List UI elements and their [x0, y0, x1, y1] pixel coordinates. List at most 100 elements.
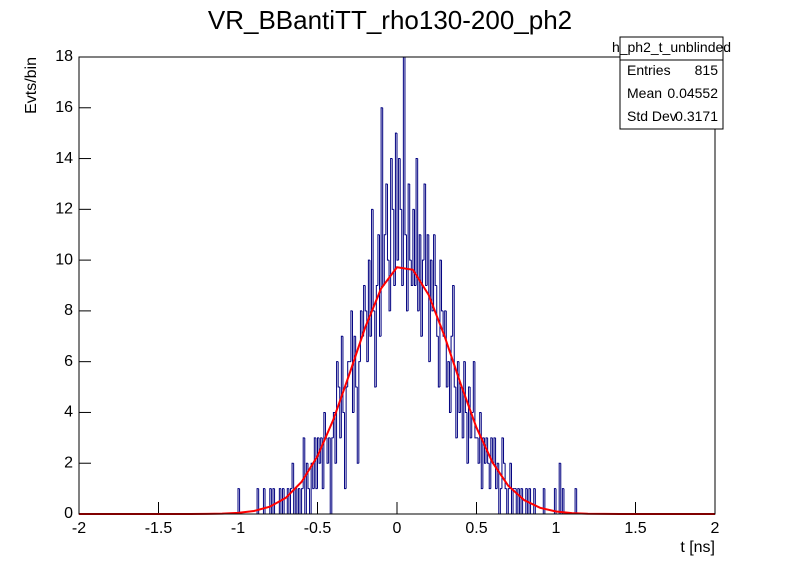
histogram-bin [496, 462, 499, 489]
histogram-bin [452, 285, 455, 337]
histogram-bin [356, 387, 359, 464]
histogram-bin [404, 57, 407, 236]
x-tick-label: 1.5 [624, 520, 646, 537]
histogram-bin [340, 335, 343, 438]
histogram-bin [326, 437, 329, 464]
histogram-bin [437, 336, 440, 388]
histogram-bin [512, 488, 515, 514]
histogram-bin [428, 234, 431, 363]
histogram-bin [447, 361, 450, 388]
histogram-bin [423, 183, 426, 261]
histogram-bin [342, 336, 345, 413]
histogram-bin [353, 335, 356, 413]
histogram-bin [364, 285, 367, 312]
histogram-bin [291, 462, 294, 489]
y-tick-label: 16 [55, 99, 73, 116]
histogram-bin [485, 437, 488, 464]
histogram-bin [558, 462, 561, 514]
histogram-bin [318, 437, 321, 464]
histogram-bin [385, 183, 388, 235]
stats-key: Entries [627, 62, 671, 78]
y-tick-label: 2 [64, 454, 73, 471]
histogram-bin [456, 361, 460, 438]
histogram-bin [371, 208, 374, 337]
histogram-bin [415, 158, 418, 286]
x-tick-label: 2 [711, 520, 720, 537]
histogram-bin [359, 310, 363, 362]
x-tick-label: -1.5 [145, 520, 173, 537]
histogram-bin [448, 361, 452, 413]
histogram-bin [503, 437, 506, 464]
histogram-bin [396, 133, 399, 261]
histogram-bin [269, 488, 272, 514]
histogram-bin [461, 387, 464, 439]
histogram-bin [501, 437, 504, 489]
histogram-bin [391, 158, 394, 210]
histogram-bin [305, 462, 308, 514]
histogram-bin [574, 488, 577, 514]
histogram-bin [337, 361, 340, 388]
x-tick-label: -1 [231, 520, 245, 537]
stats-box: h_ph2_t_unblinded Entries 815 Mean 0.04552 St… [612, 36, 731, 130]
histogram-bin [383, 234, 386, 286]
histogram-bin [493, 437, 496, 464]
histogram-bin [474, 361, 477, 439]
histogram-bin [289, 488, 293, 514]
histogram-bin [367, 259, 370, 362]
stats-title: h_ph2_t_unblinded [612, 39, 731, 55]
x-axis-label: t [ns] [680, 539, 715, 556]
y-tick-label: 6 [64, 353, 73, 370]
histogram-bin [278, 488, 281, 514]
histogram-bin [455, 387, 458, 439]
histogram-bin [350, 310, 353, 362]
stats-value: 0.04552 [667, 85, 718, 101]
stats-frame [619, 36, 724, 130]
histogram-bin [366, 310, 369, 363]
histogram-bin [332, 411, 335, 438]
histogram-bin [490, 437, 493, 489]
histogram-bin [328, 437, 331, 464]
histogram-bin [237, 488, 240, 514]
histogram-bin [466, 412, 469, 464]
stats-key: Mean [627, 85, 662, 101]
y-tick-label: 10 [55, 251, 73, 268]
stats-value: 0.3171 [675, 108, 718, 124]
histogram-bin [464, 361, 467, 413]
y-tick-label: 18 [55, 48, 73, 65]
histogram-bin [517, 488, 520, 514]
histogram-bin [561, 488, 564, 514]
histogram-bin [336, 361, 339, 464]
histogram-bin [445, 310, 448, 388]
histogram-bin [386, 183, 390, 261]
histogram-bin [444, 310, 447, 337]
chart-title: VR_BBantiTT_rho130-200_ph2 [208, 5, 572, 35]
histogram-bin [441, 260, 444, 312]
histogram-bin [453, 285, 456, 388]
histogram-bin [334, 412, 337, 464]
histogram-bin [429, 259, 432, 362]
histogram-bin [345, 386, 348, 489]
histogram-bin [525, 488, 528, 514]
histogram-bin [426, 234, 429, 286]
histogram-bin [436, 285, 439, 337]
histogram-bin [315, 437, 318, 490]
y-tick-label: 8 [64, 302, 73, 319]
histogram-bin [321, 437, 324, 490]
histogram-bin [553, 488, 556, 514]
histogram-bin [434, 234, 437, 286]
histogram-bin [377, 234, 380, 286]
histogram-bin [504, 463, 507, 490]
histogram-bin [477, 437, 480, 464]
histogram-bin [301, 488, 304, 514]
histogram-bin [262, 488, 266, 514]
histogram-bin [413, 209, 417, 286]
histogram-bin [369, 260, 372, 337]
histogram-bin [393, 209, 396, 286]
histogram-bin [351, 310, 355, 413]
histogram-bin [482, 437, 485, 489]
x-tick-label: 1 [552, 520, 561, 537]
histogram-bin [380, 107, 383, 337]
histogram-bin [256, 488, 259, 514]
histogram-bin [418, 234, 421, 311]
histogram-bin [302, 437, 305, 489]
